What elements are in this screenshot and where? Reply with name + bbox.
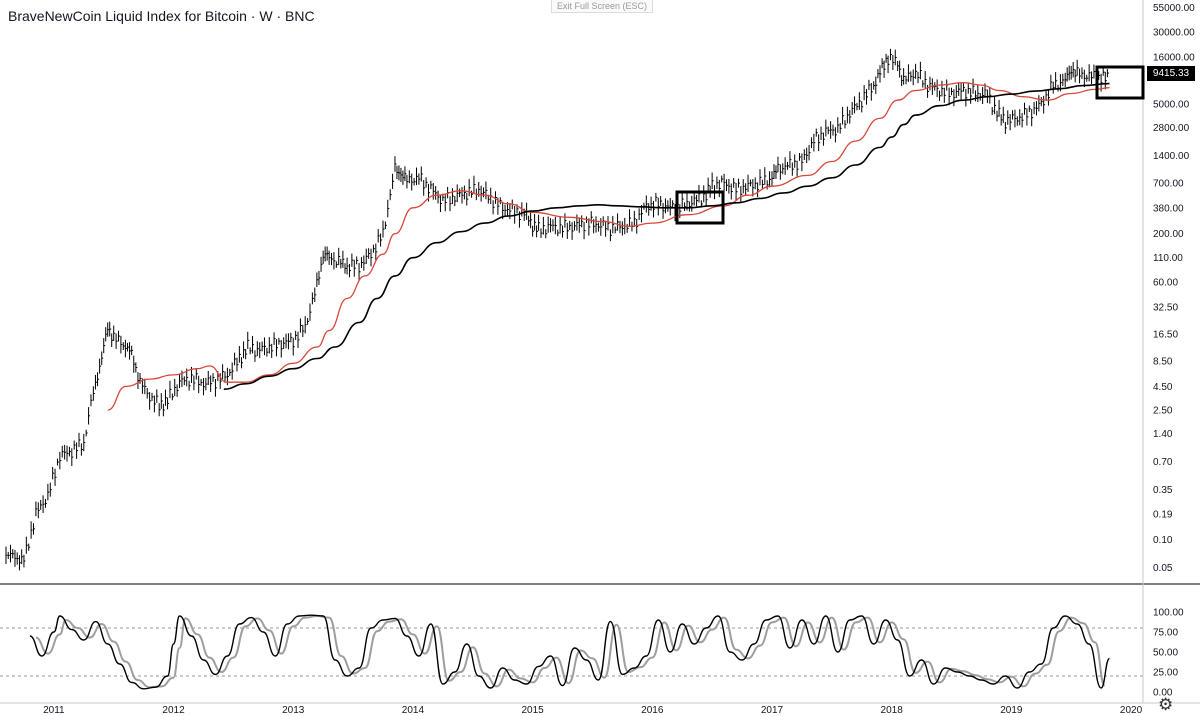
osc-y-tick-label: 75.00 [1153, 628, 1178, 639]
x-tick-label: 2014 [402, 705, 425, 716]
fast-moving-average-line [107, 82, 1110, 411]
annotation-boxes [675, 65, 1145, 225]
y-tick-label: 8.50 [1153, 356, 1173, 367]
y-tick-label: 16.50 [1153, 330, 1178, 341]
y-tick-label: 200.00 [1153, 229, 1184, 240]
x-tick-label: 2011 [43, 705, 65, 716]
slow-moving-average-line [223, 82, 1110, 390]
y-tick-label: 55000.00 [1153, 3, 1195, 14]
osc-y-tick-label: 50.00 [1153, 648, 1178, 659]
gear-icon[interactable]: ⚙ [1158, 695, 1174, 714]
osc-y-tick-label: 100.00 [1153, 608, 1184, 619]
chart-title: BraveNewCoin Liquid Index for Bitcoin · … [8, 8, 315, 24]
y-tick-label: 0.19 [1153, 509, 1173, 520]
y-tick-label: 30000.00 [1153, 27, 1195, 38]
y-tick-label: 0.35 [1153, 485, 1173, 496]
y-tick-label: 2.50 [1153, 406, 1173, 417]
y-tick-label: 0.05 [1153, 563, 1173, 574]
oscillator-k-line [29, 614, 1111, 690]
y-tick-label: 32.50 [1153, 302, 1178, 313]
y-tick-label: 110.00 [1153, 253, 1183, 264]
oscillator-pane [0, 614, 1143, 690]
x-tick-label: 2016 [641, 705, 664, 716]
y-tick-label: 4.50 [1153, 382, 1173, 393]
exit-fullscreen-button[interactable]: Exit Full Screen (ESC) [551, 0, 654, 13]
y-tick-label: 60.00 [1153, 278, 1178, 289]
x-tick-label: 2017 [761, 705, 784, 716]
y-tick-label: 380.00 [1153, 203, 1184, 214]
oscillator-d-line [35, 614, 1106, 689]
x-tick-label: 2018 [881, 705, 904, 716]
annotation-box[interactable] [1095, 65, 1145, 100]
osc-y-tick-label: 0.00 [1153, 688, 1173, 699]
x-tick-label: 2019 [1000, 705, 1023, 716]
annotation-box[interactable] [675, 190, 725, 225]
y-tick-label: 16000.00 [1153, 53, 1195, 64]
x-tick-label: 2013 [282, 705, 305, 716]
y-tick-label: 0.10 [1153, 535, 1173, 546]
x-tick-label: 2012 [162, 705, 185, 716]
y-tick-label: 1.40 [1153, 429, 1173, 440]
osc-y-tick-label: 25.00 [1153, 668, 1178, 679]
x-tick-label: 2020 [1120, 705, 1143, 716]
last-price-label: 9415.33 [1147, 66, 1195, 81]
y-tick-label: 5000.00 [1153, 100, 1190, 111]
y-tick-label: 1400.00 [1153, 151, 1190, 162]
y-tick-label: 2800.00 [1153, 123, 1190, 134]
y-tick-label: 0.70 [1153, 457, 1173, 468]
main-price-pane [0, 48, 1200, 585]
x-tick-label: 2015 [521, 705, 544, 716]
y-tick-label: 700.00 [1153, 179, 1184, 190]
